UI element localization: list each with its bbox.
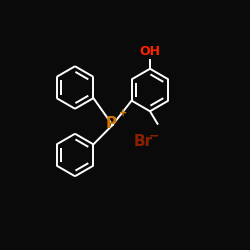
Text: Br: Br [134,134,153,149]
Text: +: + [119,108,127,118]
Text: P: P [106,116,117,131]
Text: −: − [148,130,159,143]
Text: OH: OH [140,45,160,58]
